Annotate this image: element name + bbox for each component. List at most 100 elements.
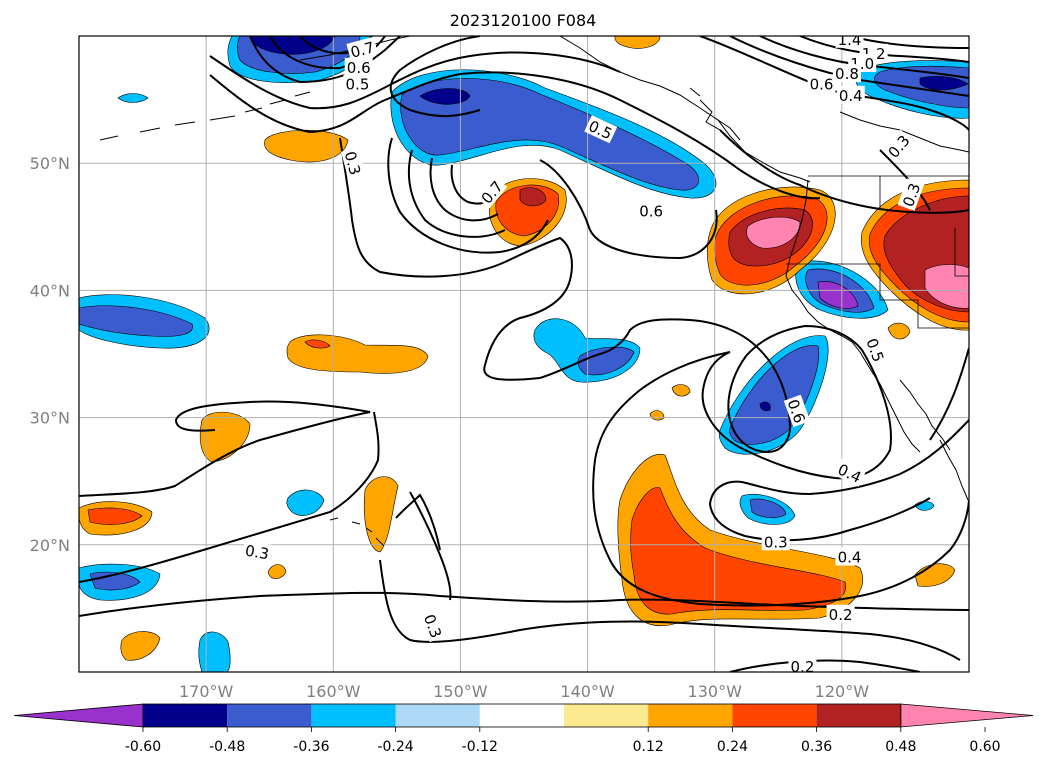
contour-label-bg	[475, 175, 508, 209]
coast-us-west	[785, 179, 873, 373]
colorbar-swatch	[395, 704, 480, 727]
contour-line	[799, 36, 969, 63]
contour-label-bg	[835, 547, 864, 566]
coast-alaska-panhandle	[559, 36, 811, 183]
contours	[79, 36, 969, 672]
lon-tick-label: 140°W	[560, 682, 615, 701]
contour-label: 0.2	[788, 656, 817, 676]
contour-label: 1.4	[835, 31, 864, 49]
contour-label-bg	[783, 394, 811, 428]
contour-label: 0.8	[832, 64, 861, 83]
contour-label-text: 0.6	[810, 75, 834, 93]
contour-line	[387, 137, 549, 254]
coast-aleutians	[99, 91, 311, 141]
shade-negative-canada-core	[919, 76, 969, 91]
colorbar-tick-label: 0.60	[969, 739, 1000, 755]
colorbar-swatch	[143, 704, 228, 727]
contour-label-bg	[343, 74, 372, 93]
colorbar-tick-label: -0.12	[462, 739, 498, 755]
shade-negative-small-bering	[117, 93, 149, 103]
contour-label-text: 0.3	[764, 533, 788, 551]
colorbar-tick-label: -0.48	[209, 739, 245, 755]
state-borders	[786, 175, 969, 329]
contour-label: 0.3	[761, 532, 790, 551]
contour-line	[719, 129, 969, 214]
contour-label-bg	[882, 129, 915, 163]
contour-line	[209, 51, 621, 110]
contour-label-text: 0.6	[347, 59, 371, 77]
colorbar-tick-label: -0.24	[377, 739, 413, 755]
map-frame	[78, 35, 970, 673]
contour-label-text: 0.4	[838, 549, 862, 567]
colorbar-tick-label: 0.48	[885, 739, 916, 755]
shade-positive-oregon-core	[746, 216, 801, 249]
contour-label-bg	[836, 85, 865, 104]
contour-label-bg	[344, 57, 373, 76]
contour-label-bg	[761, 532, 790, 551]
contour-line	[539, 318, 761, 379]
figure-title: 2023120100 F084	[450, 11, 597, 30]
contour-label-text: 0.8	[835, 65, 859, 83]
contour-label-text: 0.3	[244, 541, 271, 563]
contour-label: 0.3	[241, 540, 273, 563]
contour-label-bg	[833, 458, 867, 487]
colorbar: -0.60 -0.48 -0.36 -0.24 -0.12 0.12 0.24 0.36 0.4…	[13, 703, 1034, 755]
colorbar-swatches	[13, 703, 1034, 728]
contour-label-bg	[241, 540, 273, 563]
contour-label: 0.7	[346, 36, 379, 62]
contour-line	[429, 157, 499, 222]
contour-label: 0.2	[826, 604, 855, 624]
contour-label: 0.5	[343, 74, 372, 93]
coast-hawaii	[329, 517, 385, 547]
contour-line	[79, 591, 969, 617]
colorbar-extend-high	[900, 703, 1034, 728]
shade-negative-california-core	[817, 281, 859, 309]
colorbar-tick-label: 0.36	[801, 739, 832, 755]
colorbar-swatch	[732, 704, 817, 727]
contour-line	[407, 149, 506, 238]
colorbar-tick-label: -0.60	[125, 739, 161, 755]
colorbar-tick-label: 0.24	[717, 739, 748, 755]
contour-line	[79, 411, 380, 583]
colorbar-swatch	[479, 704, 564, 727]
contour-line	[395, 493, 441, 551]
shade-negative-west-pacific-mid	[79, 305, 193, 337]
coast-baja	[871, 371, 951, 453]
coast-bc-islands	[689, 87, 741, 141]
colorbar-swatch	[816, 704, 901, 727]
shade-positive-tiny-1	[267, 564, 287, 580]
contour-label: 0.4	[836, 85, 865, 105]
shade-positive-central-north-core	[304, 339, 331, 349]
shade-positive-south-west	[120, 631, 161, 661]
colorbar-swatch	[564, 704, 649, 727]
shade-positive-bering-pos	[264, 129, 349, 163]
contour-line	[209, 71, 821, 200]
shade-positive-nevada-core	[924, 264, 969, 309]
contour-label: 0.4	[835, 547, 864, 567]
shade-positive-west-south-core	[87, 507, 143, 525]
shade-negative-west-small	[286, 489, 325, 516]
graticule	[79, 36, 969, 672]
contour-label-bg	[835, 36, 864, 48]
contour-label-bg	[862, 333, 890, 367]
contour-line	[379, 559, 961, 661]
contour-label: 0.3	[341, 147, 366, 179]
shade-positive-gulf-core	[519, 187, 547, 207]
contour-label-bg	[341, 147, 366, 179]
shade-negative-gulf-alaska-mid	[400, 78, 699, 191]
contour-label: 0.7	[475, 175, 508, 209]
lon-tick-label: 150°W	[433, 682, 488, 701]
contour-label-text: 1.4	[838, 31, 862, 49]
contour-label-text: 0.2	[791, 658, 815, 676]
contour-line	[929, 347, 969, 441]
contour-label-text: 0.5	[346, 75, 370, 93]
coast-canada-inland	[839, 111, 969, 153]
contour-line	[727, 324, 863, 454]
contour-label-bg	[346, 36, 379, 62]
lat-tick-label: 40°N	[30, 281, 70, 300]
contour-label-text: 0.2	[829, 606, 853, 624]
contour-label: 0.6	[344, 57, 373, 77]
lon-tick-label: 130°W	[688, 682, 743, 701]
shade-positive-hawaii-north	[364, 476, 399, 553]
